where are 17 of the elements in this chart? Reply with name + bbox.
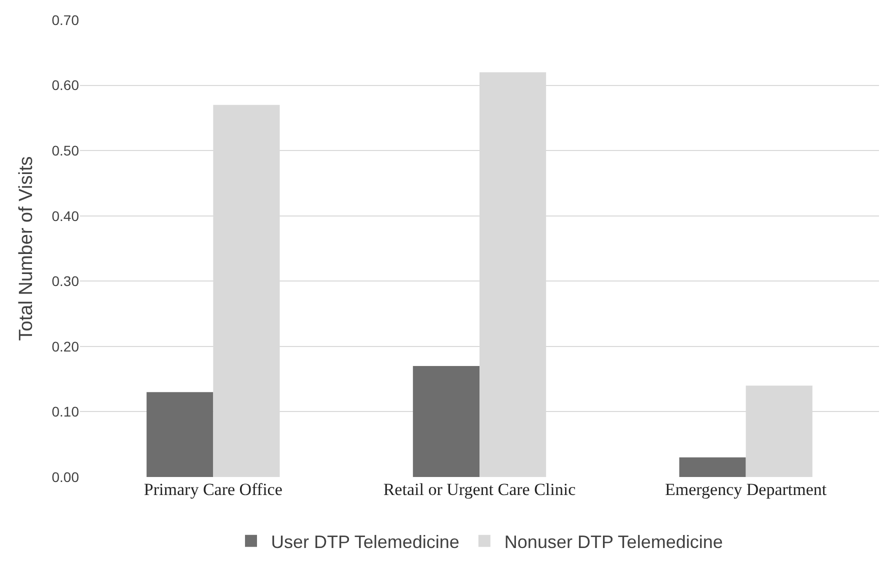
- legend-label: Nonuser DTP Telemedicine: [504, 532, 723, 552]
- x-tick-label: Primary Care Office: [144, 480, 282, 499]
- y-tick-label: 0.10: [52, 404, 80, 420]
- y-tick-label: 0.20: [52, 338, 80, 354]
- bar: [679, 457, 746, 477]
- y-tick-label: 0.50: [52, 142, 80, 158]
- bar: [146, 392, 214, 477]
- bar: [412, 366, 480, 477]
- y-tick-label: 0.70: [52, 12, 80, 28]
- y-axis-title: Total Number of Visits: [16, 156, 37, 341]
- y-tick-label: 0.00: [52, 468, 80, 485]
- y-tick-label: 0.60: [52, 77, 80, 94]
- y-tick-label: 0.30: [52, 273, 80, 290]
- legend-label: User DTP Telemedicine: [271, 532, 460, 552]
- y-tick-label: 0.40: [52, 208, 80, 224]
- x-tick-label: Retail or Urgent Care Clinic: [383, 480, 576, 499]
- x-tick-label: Emergency Department: [665, 480, 827, 499]
